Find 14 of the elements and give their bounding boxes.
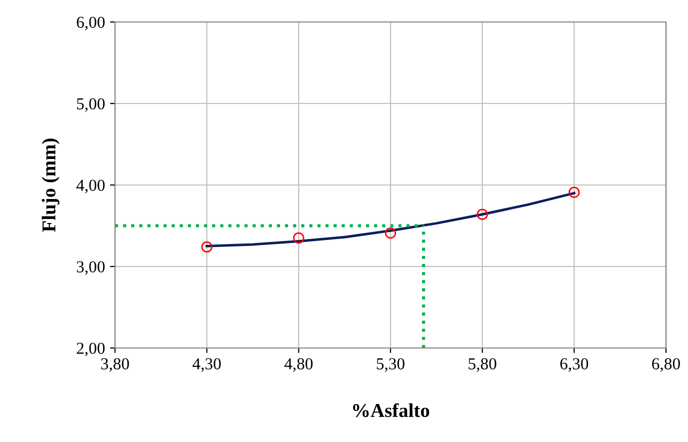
x-tick-label: 5,30 — [376, 358, 404, 372]
y-tick-label: 2,00 — [76, 342, 105, 356]
y-tick-label: 5,00 — [77, 98, 105, 112]
y-tick-label: 3,00 — [76, 261, 105, 275]
x-tick-label: 6,80 — [652, 358, 680, 372]
y-tick-label: 6,00 — [76, 16, 105, 30]
y-axis-title: Flujo (mm) — [42, 138, 60, 232]
x-tick-label: 3,80 — [101, 358, 129, 372]
x-tick-label: 5,80 — [468, 358, 496, 372]
y-tick-label: 4,00 — [76, 180, 105, 194]
x-tick-label: 6,30 — [560, 358, 588, 372]
x-tick-label: 4,80 — [284, 358, 313, 372]
x-axis-title: %Asfalto — [353, 403, 430, 418]
x-tick-label: 4,30 — [192, 358, 221, 372]
